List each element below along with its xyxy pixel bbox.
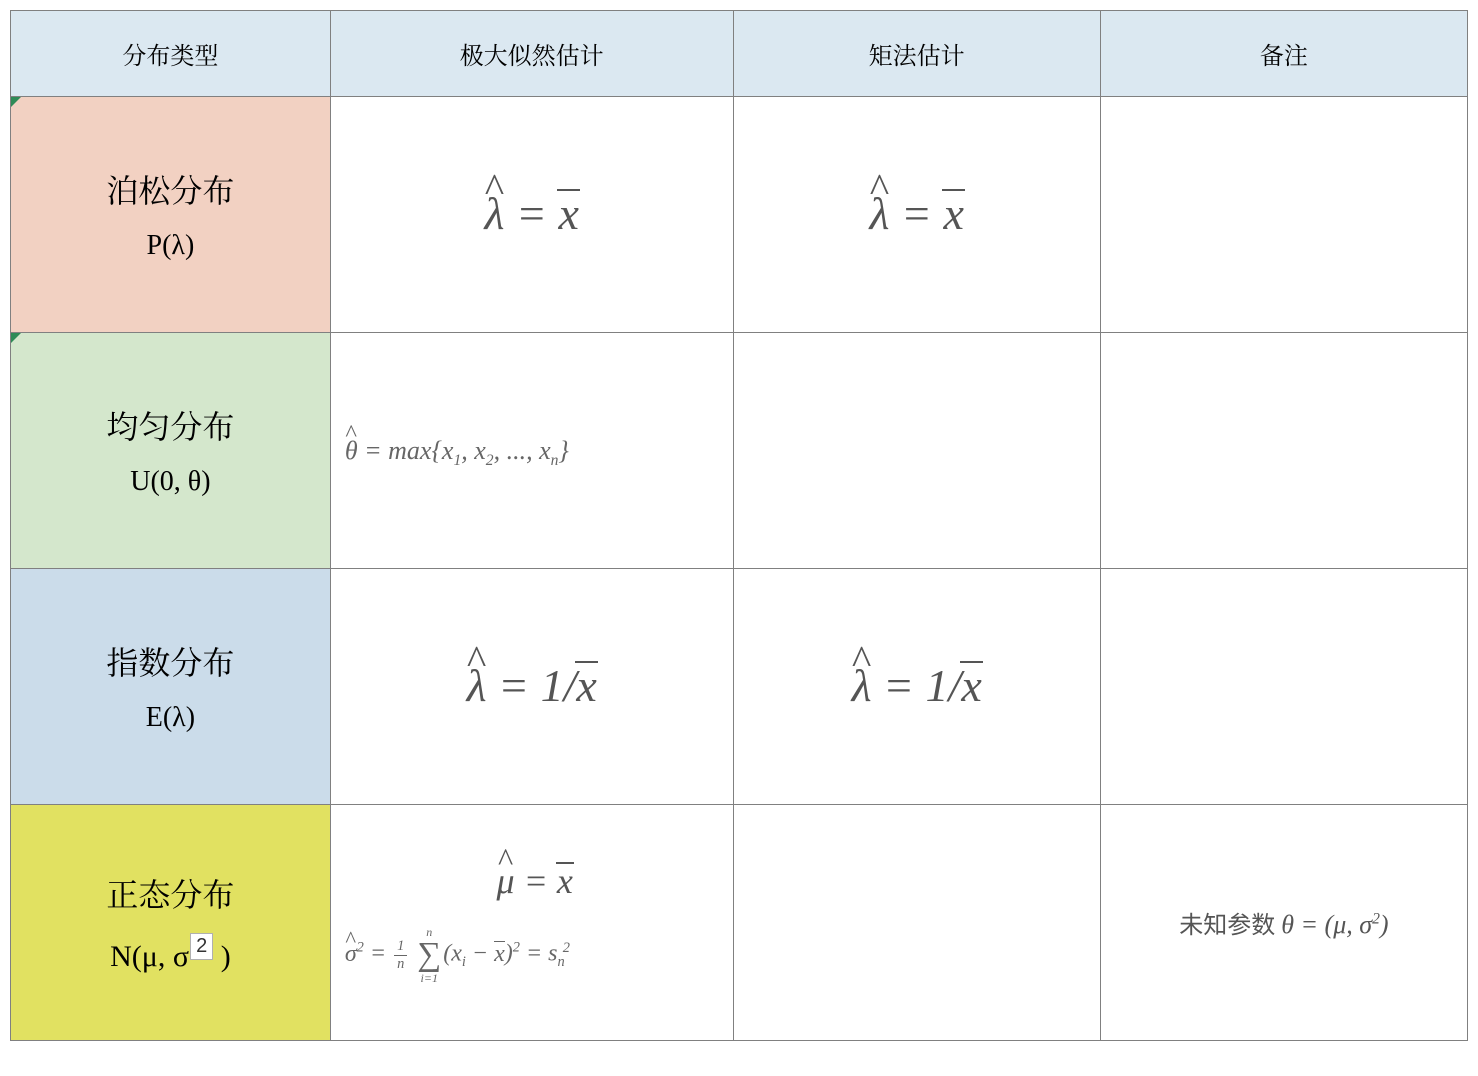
mle-cell: λ = 1/x xyxy=(330,569,733,805)
dist-label-poisson: 泊松分布 P(λ) xyxy=(11,97,331,333)
mle-cell: μ = x σ2 = 1n n∑i=1(xi − x)2 = sn2 xyxy=(330,805,733,1041)
corner-tick-icon xyxy=(11,97,21,107)
dist-name: 均匀分布 xyxy=(106,403,234,448)
corner-tick-icon xyxy=(11,333,21,343)
dist-label-exponential: 指数分布 E(λ) xyxy=(11,569,331,805)
formula: λ = 1/x xyxy=(331,660,733,713)
formula: λ = 1/x xyxy=(734,660,1100,713)
dist-param: E(λ) xyxy=(146,702,195,734)
mom-cell xyxy=(733,333,1100,569)
dist-name: 正态分布 xyxy=(106,871,234,916)
note-prefix: 未知参数 xyxy=(1179,913,1281,939)
mle-cell: λ = x xyxy=(330,97,733,333)
table-header: 分布类型 极大似然估计 矩法估计 备注 xyxy=(11,11,1468,97)
mom-cell xyxy=(733,805,1100,1041)
col-header-distribution: 分布类型 xyxy=(11,11,331,97)
formula: λ = x xyxy=(734,188,1100,241)
note-cell xyxy=(1100,569,1467,805)
note-cell: 未知参数 θ = (μ, σ2) xyxy=(1100,805,1467,1041)
note-math: θ = (μ, σ2) xyxy=(1281,910,1388,939)
formula: θ = max{x1, x2, ..., xn} xyxy=(345,436,569,466)
table-row: 指数分布 E(λ) λ = 1/x λ = 1/x xyxy=(11,569,1468,805)
estimation-table: 分布类型 极大似然估计 矩法估计 备注 泊松分布 P(λ) λ = x xyxy=(10,10,1468,1041)
col-header-mom: 矩法估计 xyxy=(733,11,1100,97)
dist-param: N(μ, σ2 ) xyxy=(110,933,231,974)
dist-name: 指数分布 xyxy=(106,639,234,684)
formula-sigma: σ2 = 1n n∑i=1(xi − x)2 = sn2 xyxy=(345,926,570,984)
col-header-note: 备注 xyxy=(1100,11,1467,97)
dist-param: P(λ) xyxy=(147,230,195,262)
dist-label-normal: 正态分布 N(μ, σ2 ) xyxy=(11,805,331,1041)
formula-mu: μ = x xyxy=(497,861,573,902)
table-row: 均匀分布 U(0, θ) θ = max{x1, x2, ..., xn} xyxy=(11,333,1468,569)
mom-cell: λ = x xyxy=(733,97,1100,333)
note-cell xyxy=(1100,97,1467,333)
table-row: 泊松分布 P(λ) λ = x λ = x xyxy=(11,97,1468,333)
note-cell xyxy=(1100,333,1467,569)
col-header-mle: 极大似然估计 xyxy=(330,11,733,97)
mom-cell: λ = 1/x xyxy=(733,569,1100,805)
mle-cell: θ = max{x1, x2, ..., xn} xyxy=(330,333,733,569)
dist-label-uniform: 均匀分布 U(0, θ) xyxy=(11,333,331,569)
dist-param: U(0, θ) xyxy=(130,466,210,498)
dist-name: 泊松分布 xyxy=(106,167,234,212)
table-row: 正态分布 N(μ, σ2 ) μ = x σ2 = 1n n∑i=1(xi − … xyxy=(11,805,1468,1041)
formula: λ = x xyxy=(331,188,733,241)
